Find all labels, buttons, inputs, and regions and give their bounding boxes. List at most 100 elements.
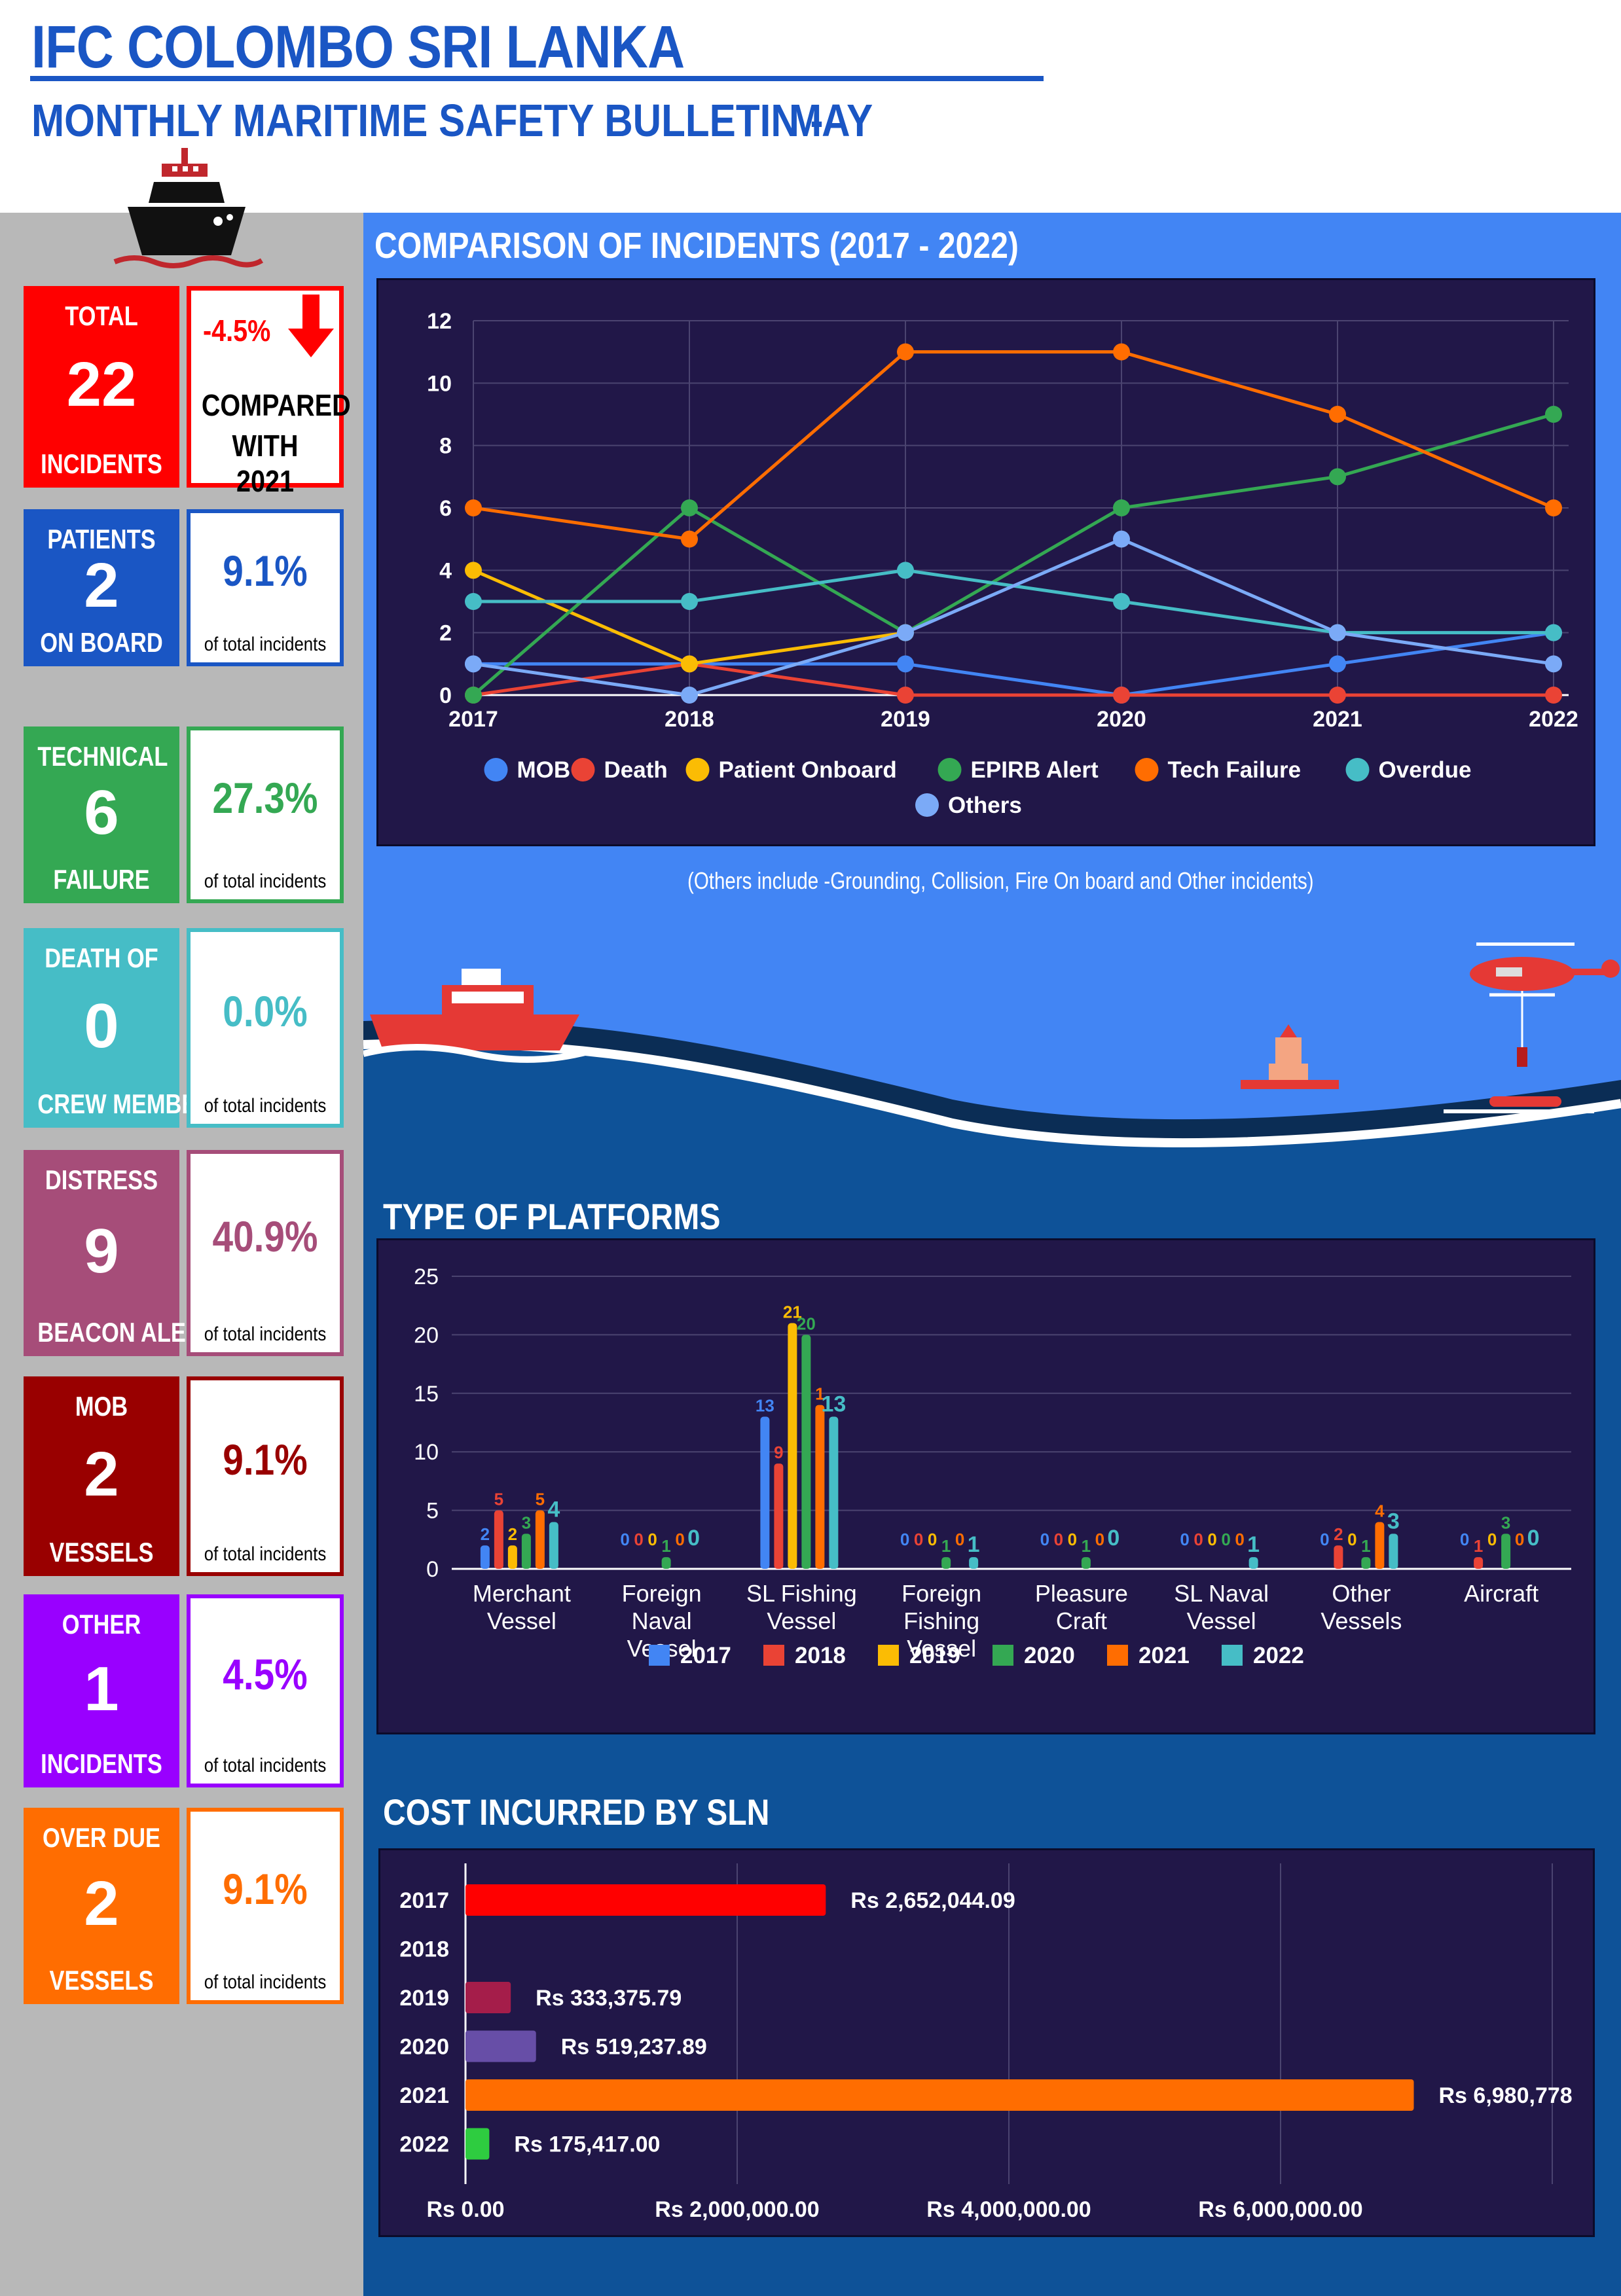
category-label: 2022 (399, 2132, 449, 2157)
stat-distress-percent: 40.9% (212, 1211, 318, 1261)
data-label: 2 (508, 1524, 517, 1544)
x-tick-label: 2022 (1529, 707, 1578, 732)
stat-overdue-card: OVER DUE 2 VESSELS (24, 1808, 179, 2004)
series-line-mob (473, 631, 1554, 697)
data-point (1545, 624, 1562, 641)
legend-swatch (878, 1645, 899, 1666)
bar-2019 (507, 1545, 517, 1569)
x-tick-label: Rs 2,000,000.00 (655, 2197, 819, 2222)
y-tick-label: 5 (426, 1499, 439, 1524)
stat-patients-value: 2 (84, 550, 119, 620)
category-label: Vessel (767, 1607, 836, 1634)
data-label: 4 (547, 1497, 560, 1522)
y-tick-label: 4 (439, 558, 452, 583)
data-label: 3 (1387, 1509, 1400, 1534)
data-point (897, 624, 914, 641)
stat-other-percent-card: 4.5% of total incidents (187, 1594, 344, 1787)
stat-death-percent-card: 0.0% of total incidents (187, 928, 344, 1128)
data-label: 0 (675, 1530, 684, 1549)
legend-swatch (1135, 758, 1159, 781)
stat-total-caption: INCIDENTS (41, 448, 162, 479)
stat-death-value: 0 (84, 990, 119, 1061)
bar-2020 (1361, 1557, 1371, 1569)
data-point (681, 530, 698, 548)
category-label: Craft (1056, 1607, 1107, 1634)
data-point (1545, 406, 1562, 423)
legend-swatch (763, 1645, 784, 1666)
data-point (1113, 499, 1130, 516)
y-tick-label: 12 (427, 309, 452, 334)
x-tick-label: 2020 (1097, 707, 1146, 732)
bar-2019 (788, 1323, 797, 1569)
data-point (1545, 687, 1562, 704)
bar-2021 (815, 1405, 825, 1569)
category-label: Merchant (473, 1580, 571, 1607)
bar-2020 (521, 1534, 531, 1569)
series-line-others (473, 537, 1554, 697)
y-tick-label: 25 (414, 1265, 439, 1289)
data-label: 1 (815, 1384, 824, 1404)
data-point (465, 655, 482, 673)
data-point (1329, 655, 1346, 673)
stat-overdue-note: of total incidents (204, 1971, 327, 1993)
stat-mob-card: MOB 2 VESSELS (24, 1376, 179, 1576)
cost-chart-panel: Rs 0.00 Rs 2,000,000.00 Rs 4,000,000.00 Rs … (378, 1848, 1595, 2237)
bar-2020 (941, 1557, 951, 1569)
data-label: 0 (647, 1530, 657, 1549)
stat-mob-caption: VESSELS (49, 1537, 154, 1568)
bar-2018 (1334, 1545, 1343, 1569)
incidents-title: COMPARISON OF INCIDENTS (2017 - 2022) (374, 224, 1019, 266)
data-label: 0 (1107, 1526, 1120, 1551)
stat-death-percent: 0.0% (223, 986, 308, 1035)
y-tick-label: 10 (414, 1440, 439, 1465)
stat-death-caption: CREW MEMBER (37, 1088, 213, 1119)
category-label: Vessel (907, 1635, 976, 1662)
category-label: 2019 (399, 1986, 449, 2011)
stat-mob-percent: 9.1% (223, 1435, 308, 1484)
stat-distress-percent-card: 40.9% of total incidents (187, 1150, 344, 1356)
stat-other-card: OTHER 1 INCIDENTS (24, 1594, 179, 1787)
stat-technical-percent: 27.3% (212, 774, 318, 822)
data-point (1329, 468, 1346, 486)
page-title: IFC COLOMBO SRI LANKA (31, 14, 685, 81)
cost-bar (465, 2128, 490, 2160)
sea-scene (363, 942, 1621, 1191)
stat-total-value: 22 (66, 350, 137, 420)
data-point (897, 687, 914, 704)
stat-other-caption: INCIDENTS (41, 1748, 162, 1779)
category-label: 2018 (399, 1937, 449, 1962)
y-tick-label: 2 (439, 621, 452, 646)
x-tick-label: 2021 (1313, 707, 1362, 732)
category-label: Naval (632, 1607, 692, 1634)
bar-2022 (549, 1522, 558, 1569)
stat-patients-note: of total incidents (204, 634, 327, 655)
stat-technical-caption: FAILURE (53, 864, 150, 895)
legend-swatch (685, 758, 710, 781)
incidents-line-chart: 0 2 4 6 8 10 12 2017 2018 2019 2020 2021 2022 MOB Deat… (427, 309, 1578, 818)
bar-2021 (535, 1510, 545, 1569)
legend-label: 2021 (1138, 1643, 1190, 1668)
legend-swatch (938, 758, 962, 781)
category-label: Vessel (1187, 1607, 1256, 1634)
legend-label: 2019 (909, 1643, 960, 1668)
stat-other-value: 1 (84, 1653, 119, 1724)
data-label: 5 (494, 1490, 503, 1509)
data-label: 0 (1095, 1530, 1104, 1549)
data-label: 0 (1235, 1530, 1244, 1549)
stat-overdue-percent: 9.1% (223, 1865, 308, 1913)
stat-death-label: DEATH OF (45, 942, 158, 973)
bar-2022 (1389, 1534, 1398, 1569)
legend-label: 2020 (1024, 1643, 1075, 1668)
data-label: 0 (955, 1530, 964, 1549)
category-label: Foreign (902, 1580, 981, 1607)
legend-label: Death (604, 757, 668, 783)
stat-patients-percent-card: 9.1% of total incidents (187, 509, 344, 666)
category-label: Vessel (487, 1607, 556, 1634)
life-raft-icon (1444, 1096, 1594, 1113)
data-point (681, 593, 698, 610)
cost-bar (465, 2030, 536, 2062)
x-tick-label: Rs 0.00 (426, 2197, 504, 2222)
bar-2020 (801, 1335, 811, 1569)
data-point (681, 655, 698, 673)
